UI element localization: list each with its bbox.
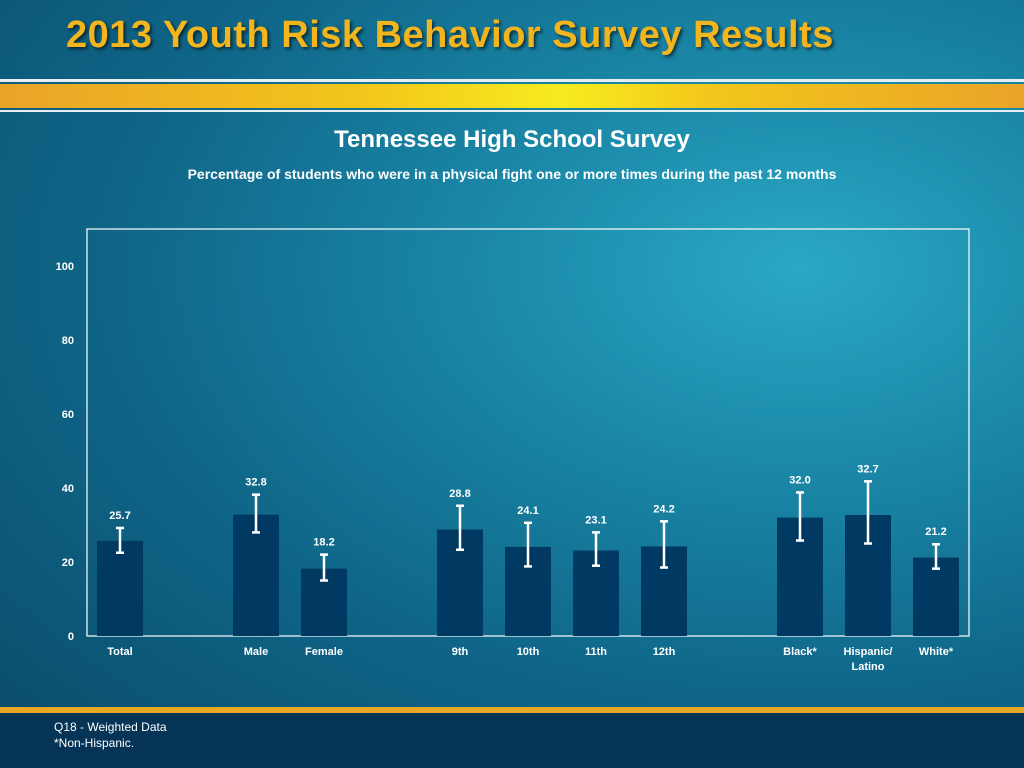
y-tick-label: 80 [62,335,74,347]
y-tick-label: 100 [56,261,74,273]
x-tick-label: Hispanic/ [844,646,893,658]
x-tick-label: Female [305,646,343,658]
y-tick-label: 60 [62,409,74,421]
x-tick-label: 12th [653,646,676,658]
chart-subtitle: Percentage of students who were in a phy… [187,166,837,182]
header-divider-bottom [0,110,1024,112]
x-tick-label: Latino [852,661,885,673]
footer-note-nonhispanic: *Non-Hispanic. [54,736,135,750]
data-label: 28.8 [449,488,470,500]
slide-title: 2013 Youth Risk Behavior Survey Results [66,14,834,56]
x-tick-label: Total [107,646,132,658]
bar [913,557,959,636]
data-label: 23.1 [585,514,606,526]
footer-band [0,707,1024,768]
x-tick-label: White* [919,646,954,658]
bar-chart: 0 20 40 60 80 100 25.7 32.8 18.2 28.8 24.1 23.1 24.… [56,261,959,673]
y-tick-label: 0 [68,631,74,643]
bar [97,540,143,636]
header-gold-band [0,84,1024,108]
value-labels-group: 25.7 32.8 18.2 28.8 24.1 23.1 24.2 32.0 32.7 21.2 [109,463,946,548]
header-divider-top [0,79,1024,82]
x-tick-label: Black* [783,646,817,658]
y-tick-label: 20 [62,557,74,569]
x-axis: Total Male Female 9th 10th 11th 12th Black* Hisp… [107,646,954,673]
y-tick-label: 40 [62,483,74,495]
footer-note-weighted: Q18 - Weighted Data [54,720,167,734]
footer-gold-line [0,707,1024,713]
data-label: 24.1 [517,505,538,517]
chart-title: Tennessee High School Survey [334,126,690,153]
x-tick-label: 11th [585,646,607,658]
x-tick-label: Male [244,646,268,658]
data-label: 32.8 [245,477,266,489]
data-label: 18.2 [313,537,334,549]
x-tick-label: 10th [517,646,540,658]
bar [233,514,279,636]
data-label: 32.7 [857,463,878,475]
data-label: 32.0 [789,474,810,486]
data-label: 24.2 [653,503,674,515]
y-axis: 0 20 40 60 80 100 [56,261,74,643]
data-label: 25.7 [109,510,130,522]
error-bars-group [116,480,940,582]
x-tick-label: 9th [452,646,469,658]
data-label: 21.2 [925,526,946,538]
